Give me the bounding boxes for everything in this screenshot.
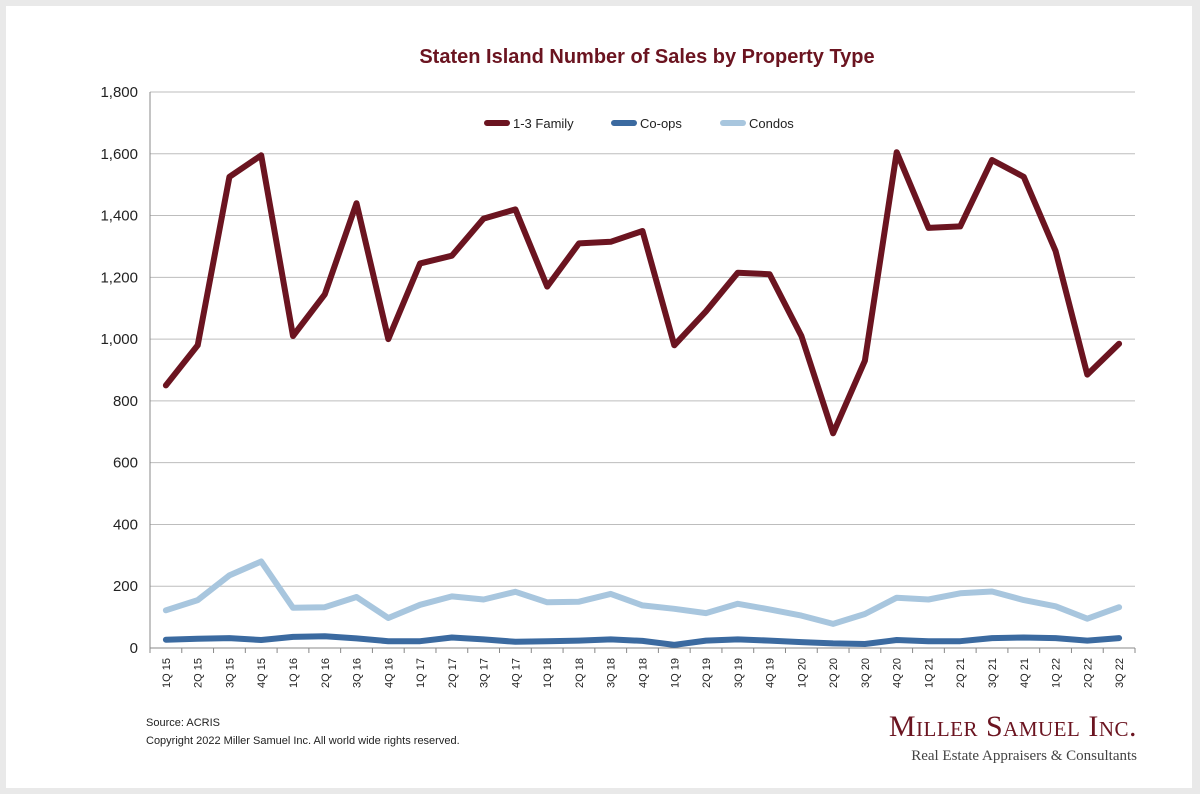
legend-label: Co-ops bbox=[640, 116, 682, 131]
x-tick-label: 4Q 19 bbox=[765, 658, 777, 688]
x-tick-label: 1Q 19 bbox=[669, 658, 681, 688]
x-tick-label: 3Q 17 bbox=[479, 658, 491, 688]
legend-label: Condos bbox=[749, 116, 794, 131]
x-tick-label: 4Q 16 bbox=[383, 658, 395, 688]
legend-label: 1-3 Family bbox=[513, 116, 574, 131]
x-tick-label: 4Q 18 bbox=[638, 658, 650, 688]
x-tick-label: 1Q 21 bbox=[923, 658, 935, 688]
x-tick-label: 3Q 19 bbox=[733, 658, 745, 688]
x-tick-label: 4Q 21 bbox=[1019, 658, 1031, 688]
y-tick-label: 200 bbox=[113, 578, 138, 595]
y-tick-label: 600 bbox=[113, 455, 138, 472]
x-tick-label: 3Q 20 bbox=[860, 658, 872, 688]
chart-frame bbox=[6, 6, 1192, 788]
x-tick-label: 2Q 20 bbox=[828, 658, 840, 688]
x-tick-label: 2Q 17 bbox=[447, 658, 459, 688]
x-tick-label: 3Q 16 bbox=[352, 658, 364, 688]
brand-logo-name: Miller Samuel Inc. bbox=[889, 710, 1137, 743]
x-tick-label: 2Q 18 bbox=[574, 658, 586, 688]
x-tick-label: 1Q 18 bbox=[542, 658, 554, 688]
y-axis: 0 200 400 600 800 1,000 1,200 1,400 1,600 1,800 bbox=[100, 84, 151, 657]
series-lines bbox=[162, 149, 1123, 648]
x-tick-label: 2Q 21 bbox=[955, 658, 967, 688]
x-tick-label: 2Q 15 bbox=[193, 658, 205, 688]
x-tick-label: 2Q 16 bbox=[320, 658, 332, 688]
x-tick-label: 3Q 21 bbox=[987, 658, 999, 688]
source-note: Source: ACRIS bbox=[146, 717, 220, 729]
y-tick-label: 400 bbox=[113, 516, 138, 533]
y-tick-label: 1,800 bbox=[100, 84, 138, 101]
x-tick-label: 2Q 22 bbox=[1082, 658, 1094, 688]
x-tick-label: 1Q 22 bbox=[1051, 658, 1063, 688]
y-tick-label: 1,200 bbox=[100, 269, 138, 286]
chart-title: Staten Island Number of Sales by Propert… bbox=[419, 46, 874, 68]
y-tick-label: 1,600 bbox=[100, 146, 138, 163]
x-tick-label: 3Q 22 bbox=[1114, 658, 1126, 688]
copyright-note: Copyright 2022 Miller Samuel Inc. All wo… bbox=[146, 735, 460, 747]
x-tick-label: 1Q 15 bbox=[161, 658, 173, 688]
legend: 1-3 Family Co-ops Condos bbox=[484, 116, 794, 131]
x-tick-label: 4Q 15 bbox=[256, 658, 268, 688]
y-tick-label: 1,000 bbox=[100, 331, 138, 348]
y-tick-label: 800 bbox=[113, 393, 138, 410]
series-line-1-3-family bbox=[162, 149, 1123, 437]
x-tick-label: 4Q 17 bbox=[510, 658, 522, 688]
x-tick-label: 4Q 20 bbox=[892, 658, 904, 688]
x-tick-label: 3Q 15 bbox=[224, 658, 236, 688]
x-tick-label: 2Q 19 bbox=[701, 658, 713, 688]
x-tick-label: 1Q 16 bbox=[288, 658, 300, 688]
gridlines bbox=[150, 91, 1135, 587]
x-tick-label: 1Q 20 bbox=[796, 658, 808, 688]
y-tick-label: 0 bbox=[130, 640, 138, 657]
x-axis: 1Q 15 2Q 15 3Q 15 4Q 15 1Q 16 2Q 16 3Q 16 4Q 16… bbox=[149, 647, 1136, 688]
y-tick-label: 1,400 bbox=[100, 208, 138, 225]
series-line-co-ops bbox=[162, 633, 1123, 648]
series-line-condos bbox=[162, 558, 1123, 627]
x-tick-label: 1Q 17 bbox=[415, 658, 427, 688]
brand-tagline: Real Estate Appraisers & Consultants bbox=[911, 748, 1137, 764]
x-tick-label: 3Q 18 bbox=[606, 658, 618, 688]
